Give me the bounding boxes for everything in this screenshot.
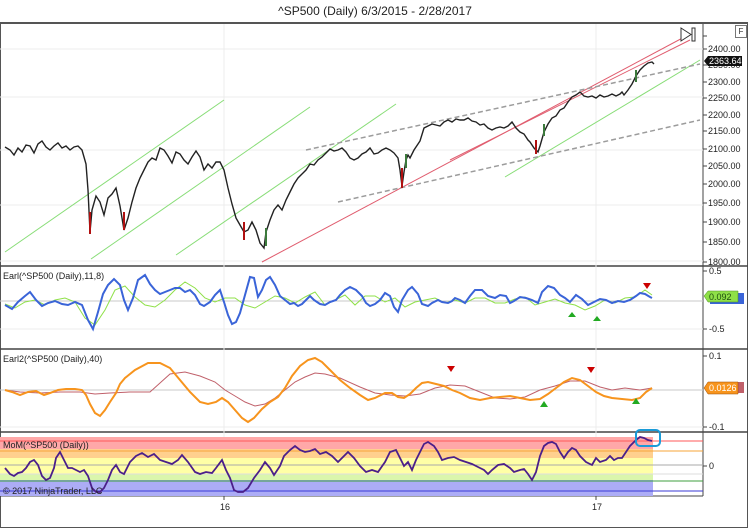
svg-text:1850.00: 1850.00	[708, 237, 741, 247]
svg-text:2363.64: 2363.64	[709, 56, 742, 66]
mom-panel: 0	[0, 429, 714, 496]
svg-text:16: 16	[220, 502, 230, 512]
chart-canvas[interactable]: 2400.00 2350.00 2300.00 2250.00 2200.00 …	[0, 22, 750, 530]
earl2-panel-label: Earl2(^SP500 (Daily),40)	[3, 354, 103, 364]
svg-text:0.5: 0.5	[709, 266, 722, 276]
highlight-box	[635, 429, 661, 447]
buy-signal-marker	[540, 401, 548, 407]
buy-signal-marker	[593, 316, 601, 321]
chart-frame	[0, 22, 748, 528]
svg-text:2050.00: 2050.00	[708, 161, 741, 171]
sell-signal-marker	[643, 283, 651, 289]
price-panel: 2400.00 2350.00 2300.00 2250.00 2200.00 …	[0, 24, 742, 496]
svg-text:0.092: 0.092	[709, 292, 732, 302]
svg-text:0.0126: 0.0126	[709, 383, 737, 393]
scroll-to-end-icon[interactable]	[680, 27, 696, 42]
svg-text:1950.00: 1950.00	[708, 198, 741, 208]
svg-text:2100.00: 2100.00	[708, 144, 741, 154]
copyright-label: © 2017 NinjaTrader, LLC	[3, 486, 103, 496]
sell-signal-marker	[447, 366, 455, 372]
mom-panel-label: MoM(^SP500 (Daily))	[3, 440, 89, 450]
x-axis: 16 17	[220, 496, 602, 512]
sell-signal-marker	[587, 367, 595, 373]
svg-text:0: 0	[709, 461, 714, 471]
earl-value-tag: 0.092	[703, 290, 744, 304]
earl-panel: 0.5 -0.5 0.092	[0, 266, 744, 334]
chart-title: ^SP500 (Daily) 6/3/2015 - 2/28/2017	[278, 4, 472, 18]
svg-text:1900.00: 1900.00	[708, 217, 741, 227]
f-button[interactable]: F	[735, 25, 747, 38]
svg-text:2150.00: 2150.00	[708, 126, 741, 136]
price-tick: 2400.00	[703, 44, 741, 54]
svg-text:2300.00: 2300.00	[708, 77, 741, 87]
svg-text:-0.5: -0.5	[709, 324, 725, 334]
svg-text:2250.00: 2250.00	[708, 93, 741, 103]
svg-text:1800.00: 1800.00	[708, 257, 741, 267]
buy-signal-marker	[632, 398, 640, 404]
svg-text:2400.00: 2400.00	[708, 44, 741, 54]
earl-panel-label: Earl(^SP500 (Daily),11,8)	[3, 271, 105, 281]
earl2-panel: 0.1 -0.1 0.0126	[0, 351, 744, 432]
svg-text:2000.00: 2000.00	[708, 179, 741, 189]
buy-signal-marker	[568, 312, 576, 317]
svg-text:0.1: 0.1	[709, 351, 722, 361]
svg-text:-0.1: -0.1	[709, 422, 725, 432]
earl2-value-tag: 0.0126	[703, 381, 744, 395]
svg-text:17: 17	[592, 502, 602, 512]
svg-text:2200.00: 2200.00	[708, 110, 741, 120]
last-price-tag: 2363.64	[704, 56, 742, 66]
price-axis: 2400.00 2350.00 2300.00 2250.00 2200.00 …	[703, 35, 741, 267]
